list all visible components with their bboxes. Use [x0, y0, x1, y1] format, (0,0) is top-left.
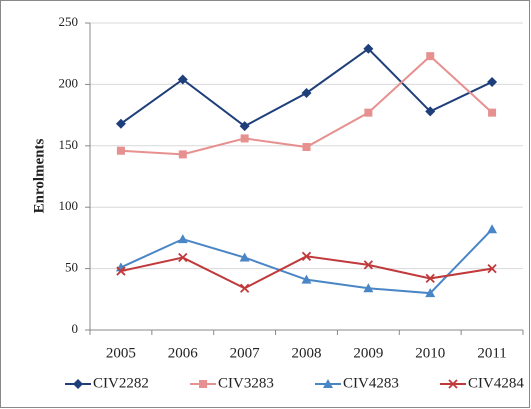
marker	[425, 273, 435, 284]
x-tick-label: 2005	[106, 345, 136, 361]
marker	[301, 274, 312, 284]
marker	[363, 260, 373, 270]
marker	[177, 234, 188, 244]
marker	[301, 251, 312, 261]
marker	[178, 150, 187, 159]
marker	[239, 121, 250, 132]
y-axis-label: Enrolments	[31, 138, 47, 213]
marker	[116, 146, 125, 155]
marker	[178, 252, 188, 263]
marker	[364, 108, 373, 117]
marker	[240, 134, 249, 143]
marker	[115, 118, 126, 129]
y-tick-label: 250	[59, 14, 79, 29]
legend-label: CIV4284	[468, 375, 524, 391]
marker	[448, 379, 458, 389]
legend-label: CIV4283	[343, 375, 399, 391]
legend-label: CIV2282	[93, 375, 149, 391]
marker	[301, 87, 312, 98]
y-tick-label: 0	[72, 321, 79, 336]
marker	[363, 43, 374, 54]
marker	[323, 379, 333, 388]
x-tick-label: 2008	[292, 345, 322, 361]
marker	[487, 263, 497, 274]
x-tick-label: 2010	[415, 345, 445, 361]
marker	[116, 266, 126, 276]
marker	[240, 283, 250, 293]
marker	[177, 74, 188, 85]
marker	[425, 288, 436, 298]
y-tick-label: 50	[65, 260, 78, 275]
marker	[487, 224, 498, 234]
marker	[199, 380, 207, 388]
marker	[302, 143, 311, 152]
x-tick-label: 2006	[168, 345, 199, 361]
x-tick-label: 2007	[230, 345, 261, 361]
marker	[488, 108, 497, 117]
marker	[487, 76, 498, 87]
x-tick-label: 2011	[477, 345, 506, 361]
marker	[426, 52, 435, 61]
legend-label: CIV3283	[218, 375, 274, 391]
y-tick-label: 150	[59, 137, 79, 152]
y-tick-label: 100	[59, 198, 79, 213]
x-tick-label: 2009	[353, 345, 383, 361]
marker	[425, 106, 436, 117]
y-tick-label: 200	[59, 75, 79, 90]
marker	[73, 379, 83, 389]
marker	[239, 252, 250, 262]
marker	[363, 283, 374, 293]
